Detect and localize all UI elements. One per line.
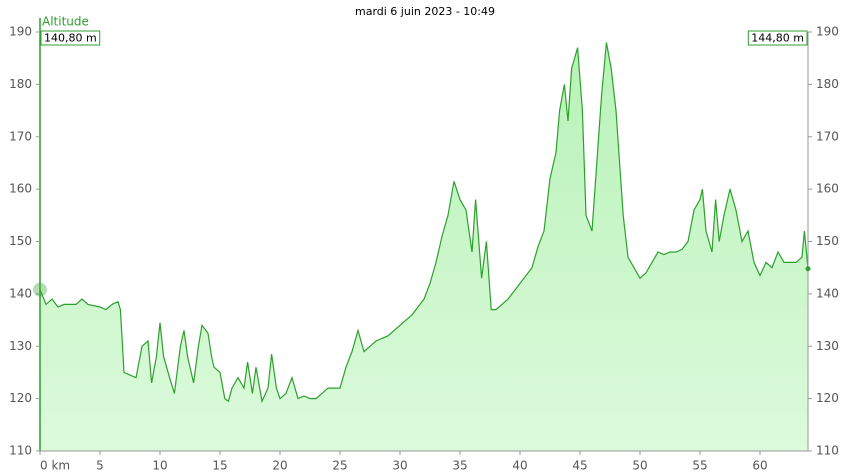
x-tick-label: 25	[332, 459, 347, 473]
y2-tick-label: 190	[816, 25, 839, 39]
value-label-box	[40, 30, 101, 46]
y2-tick-label: 120	[816, 391, 839, 405]
y-tick-label: 120	[9, 391, 32, 405]
x-tick-label: 0 km	[40, 459, 70, 473]
value-label-box	[747, 30, 808, 46]
y-tick-label: 160	[9, 182, 32, 196]
x-tick-label: 5	[96, 459, 104, 473]
y2-tick-label: 140	[816, 286, 839, 300]
altitude-line	[39, 42, 809, 404]
x-tick-label: 60	[752, 459, 767, 473]
area-fill	[40, 42, 808, 451]
value-label: 140,80 m	[40, 30, 101, 46]
value-label-text: 144,80 m	[751, 32, 804, 45]
y2-tick-label: 180	[816, 77, 839, 91]
x-tick-label: 20	[272, 459, 287, 473]
x-tick-label: 10	[152, 459, 167, 473]
y2-tick-label: 130	[816, 339, 839, 353]
x-tick-label: 45	[572, 459, 587, 473]
y-axis-label: Altitude	[42, 15, 89, 29]
position-marker	[33, 282, 47, 297]
x-tick-label: 50	[632, 459, 647, 473]
y-tick-label: 180	[9, 77, 32, 91]
y-tick-label: 110	[9, 444, 32, 458]
y-tick-label: 170	[9, 129, 32, 143]
y-tick-label: 190	[9, 25, 32, 39]
x-tick-label: 30	[392, 459, 407, 473]
y-tick-label: 130	[9, 339, 32, 353]
y-tick-label: 150	[9, 234, 32, 248]
x-tick-label: 35	[452, 459, 467, 473]
chart-title: mardi 6 juin 2023 - 10:49	[355, 5, 495, 18]
x-tick-label: 55	[692, 459, 707, 473]
y2-tick-label: 170	[816, 129, 839, 143]
value-label: 144,80 m	[747, 30, 808, 46]
x-tick-label: 40	[512, 459, 527, 473]
x-tick-label: 15	[212, 459, 227, 473]
y2-tick-label: 150	[816, 234, 839, 248]
y-tick-label: 140	[9, 286, 32, 300]
y2-tick-label: 160	[816, 182, 839, 196]
y2-tick-label: 110	[816, 444, 839, 458]
value-label-text: 140,80 m	[44, 32, 97, 45]
position-marker	[805, 266, 811, 272]
